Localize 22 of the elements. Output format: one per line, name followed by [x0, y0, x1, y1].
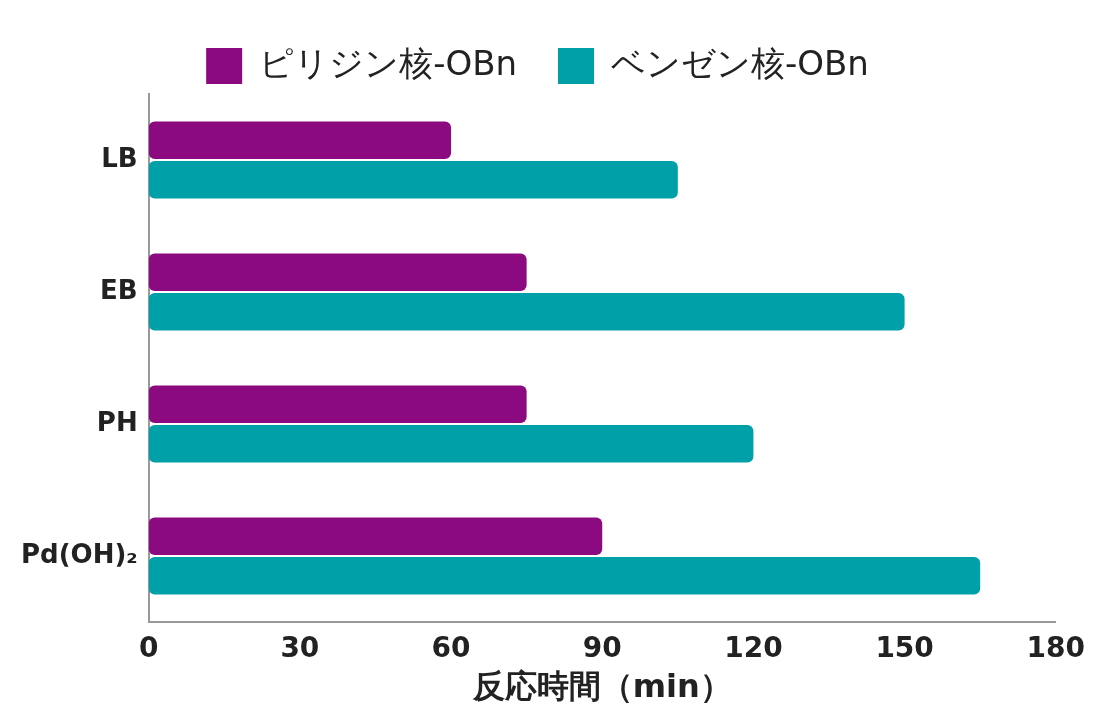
bar [148, 121, 452, 160]
legend-label: ピリジン核-OBn [259, 42, 518, 83]
y-tick-label: EB [100, 274, 138, 305]
y-tick-label: LB [101, 142, 138, 173]
x-tick-label: 0 [138, 631, 159, 665]
bar [148, 385, 527, 424]
bar [148, 253, 527, 292]
x-tick-label: 60 [431, 631, 471, 665]
y-tick-label: Pd(OH)₂ [21, 538, 138, 569]
x-tick-label: 90 [582, 631, 622, 665]
x-tick-label: 180 [1026, 631, 1085, 665]
bar [148, 517, 603, 556]
x-tick-label: 30 [280, 631, 320, 665]
x-axis-title: 反応時間（min） [471, 667, 732, 706]
bar [148, 556, 981, 595]
legend-label: ベンゼン核-OBn [611, 42, 869, 83]
y-tick-label: PH [96, 406, 138, 437]
bar [148, 424, 754, 463]
x-tick-label: 150 [875, 631, 934, 665]
x-tick-label: 120 [724, 631, 783, 665]
bar [148, 160, 678, 199]
bar [148, 292, 905, 331]
